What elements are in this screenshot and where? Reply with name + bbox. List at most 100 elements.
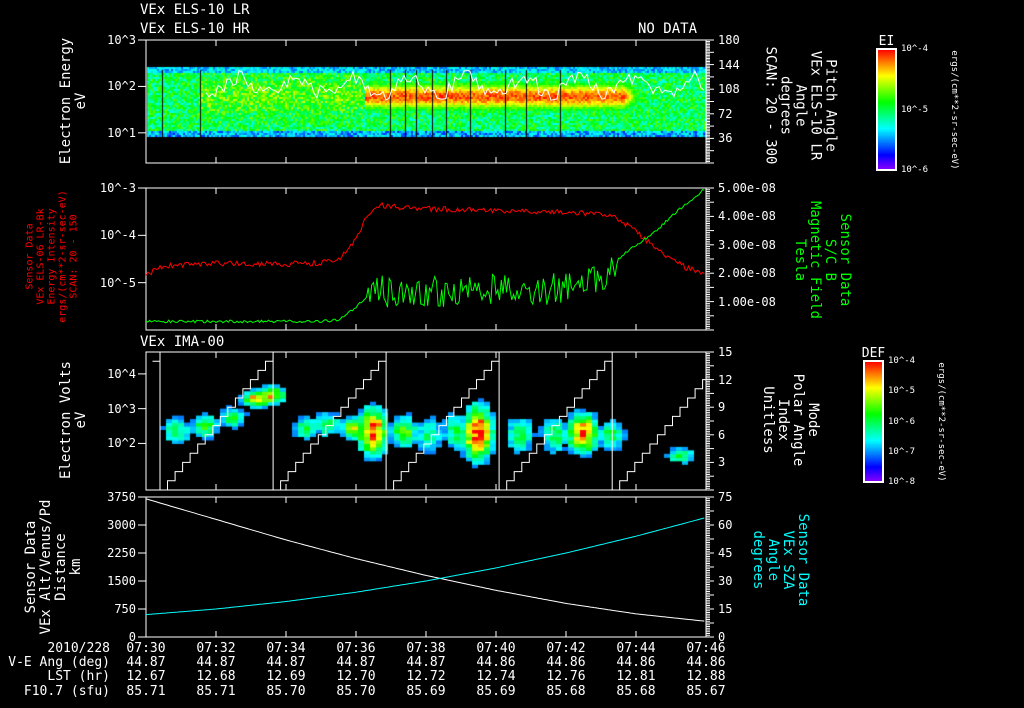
- ei-colorbar-tick-label: 10^-5: [901, 104, 929, 115]
- panel4-frame: [145, 496, 707, 638]
- def-colorbar-units: ergs/(cm**2-sr-sec-eV): [936, 361, 946, 482]
- footer-times-value: 07:44: [616, 641, 656, 656]
- right-tick-label: 36: [718, 131, 733, 146]
- right-tick-label: 45: [718, 546, 733, 560]
- ei-colorbar-title: EI: [878, 34, 895, 49]
- def-colorbar-tick-label: 10^-4: [888, 356, 916, 366]
- mode-polar-angle-line: [152, 351, 711, 491]
- footer-lst-value: 12.72: [406, 669, 446, 684]
- def-colorbar-title: DEF: [861, 346, 886, 361]
- right-tick-label: 12: [718, 372, 733, 387]
- footer-lst-value: 12.70: [336, 669, 376, 684]
- panel2-left-label-line: Sensor Data: [24, 222, 36, 290]
- footer-row-label: V-E Ang (deg): [8, 655, 110, 670]
- left-tick-label: 10^1: [107, 125, 136, 140]
- right-tick-label: 60: [718, 518, 733, 532]
- left-tick-label: 10^4: [107, 366, 136, 381]
- panel4-right-label-line: Angle: [765, 538, 781, 582]
- right-tick-label: 72: [718, 106, 733, 121]
- def-colorbar-box: [863, 360, 884, 483]
- def-colorbar-tick-label: 10^-5: [888, 386, 916, 397]
- title-ima: VEx IMA-00: [140, 334, 225, 350]
- panel4-right-label-line: degrees: [750, 530, 766, 590]
- left-tick-label: 10^3: [107, 401, 136, 416]
- footer-f107-value: 85.71: [196, 684, 236, 699]
- right-tick-label: 15: [718, 345, 733, 359]
- right-tick-label: 4.00e-08: [718, 209, 776, 224]
- panel2-left-label-line: VEx ELS-06 LR-Bk: [35, 207, 47, 305]
- panel2-frame: [145, 187, 707, 331]
- panel3-frame: [145, 351, 707, 491]
- right-tick-label: 3.00e-08: [718, 237, 776, 252]
- def-colorbar-tick-label: 10^-6: [888, 416, 916, 427]
- footer-lst-value: 12.76: [546, 669, 586, 684]
- footer-lst-value: 12.88: [686, 669, 726, 684]
- footer-f107-value: 85.71: [126, 684, 166, 699]
- footer-lst-value: 12.69: [266, 669, 306, 684]
- panel4-right-label-line: VEx SZA: [780, 530, 796, 590]
- footer-ve_ang-value: 44.86: [686, 655, 726, 670]
- magnetic-field-line: [145, 189, 705, 324]
- footer-f107-value: 85.68: [616, 684, 656, 699]
- footer-row-label: 2010/228: [47, 641, 110, 656]
- left-tick-label: 3750: [107, 490, 136, 504]
- def-colorbar-tick-label: 10^-8: [888, 477, 916, 487]
- left-tick-label: 10^2: [107, 79, 136, 94]
- footer-times-value: 07:38: [406, 641, 446, 656]
- right-tick-label: 180: [718, 33, 740, 47]
- footer-f107-value: 85.70: [336, 684, 376, 699]
- right-tick-label: 3: [718, 455, 726, 470]
- panel1-frame: [145, 39, 707, 164]
- panel4-right-label-line: Sensor Data: [795, 513, 811, 607]
- footer-times-value: 07:30: [126, 641, 166, 656]
- footer-ve_ang-value: 44.86: [476, 655, 516, 670]
- right-tick-label: 5.00e-08: [718, 181, 776, 195]
- ei-colorbar-tick-label: 10^-6: [901, 165, 929, 175]
- right-tick-label: 15: [718, 602, 733, 616]
- left-tick-label: 0: [128, 630, 136, 644]
- left-tick-label: 10^2: [107, 436, 136, 451]
- panel4-left-label-line: Sensor Data: [23, 520, 39, 614]
- footer-times-value: 07:40: [476, 641, 516, 656]
- left-tick-label: 3000: [107, 518, 136, 532]
- no-data-label: NO DATA: [638, 21, 698, 37]
- panel1-right-label-line: SCAN: 20 - 300: [762, 45, 779, 164]
- footer-ve_ang-value: 44.87: [266, 655, 306, 670]
- left-tick-label: 750: [114, 602, 136, 616]
- left-tick-label: 1500: [107, 574, 136, 588]
- right-tick-label: 75: [718, 490, 733, 504]
- footer-times-value: 07:42: [546, 641, 586, 656]
- panel4-right-label: Sensor Data VEx SZA Angle degrees: [750, 450, 811, 670]
- panel2-right-label-line: S/C B: [822, 238, 838, 282]
- panel1-right-label-line: degrees: [777, 75, 794, 135]
- footer-times-value: 07:46: [686, 641, 726, 656]
- footer-f107-value: 85.70: [266, 684, 306, 699]
- footer-lst-value: 12.68: [196, 669, 236, 684]
- right-tick-label: 1.00e-08: [718, 294, 776, 309]
- ei-colorbar-units: ergs/(cm**2-sr-sec-eV): [949, 49, 959, 170]
- footer-ve_ang-value: 44.87: [196, 655, 236, 670]
- sza-line: [145, 517, 705, 616]
- left-tick-label: 10^3: [107, 33, 136, 47]
- right-tick-label: 6: [718, 427, 726, 442]
- right-tick-label: 108: [718, 82, 740, 97]
- footer-row-label: LST (hr): [47, 669, 110, 684]
- footer-row-label: F10.7 (sfu): [23, 684, 110, 699]
- footer-f107-value: 85.68: [546, 684, 586, 699]
- right-tick-label: 9: [718, 400, 726, 415]
- energy-intensity-line: [145, 201, 705, 276]
- footer-lst-value: 12.67: [126, 669, 166, 684]
- ei-colorbar-box: [876, 48, 897, 171]
- footer-f107-value: 85.69: [406, 684, 446, 699]
- footer-ve_ang-value: 44.86: [546, 655, 586, 670]
- footer-times-value: 07:34: [266, 641, 306, 656]
- footer-times-value: 07:36: [336, 641, 376, 656]
- footer-lst-value: 12.81: [616, 669, 656, 684]
- left-tick-label: 10^-4: [99, 228, 136, 243]
- footer-times-value: 07:32: [196, 641, 236, 656]
- footer-ve_ang-value: 44.87: [336, 655, 376, 670]
- footer-f107-value: 85.67: [686, 684, 726, 699]
- footer-ve_ang-value: 44.87: [406, 655, 446, 670]
- panel2-left-label-line: Energy Intensity: [46, 207, 58, 305]
- footer-ve_ang-value: 44.86: [616, 655, 656, 670]
